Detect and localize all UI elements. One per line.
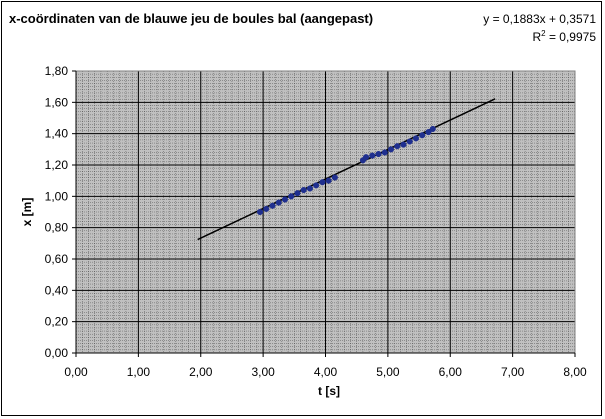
y-tick-label: 1,60 — [45, 95, 69, 109]
data-point — [387, 146, 395, 153]
r-squared-prefix: R — [532, 30, 541, 44]
data-point — [362, 154, 370, 161]
x-tick-label: 6,00 — [439, 365, 463, 379]
data-point — [288, 193, 295, 200]
x-tick-label: 3,00 — [251, 365, 275, 379]
y-tick-label: 0,80 — [45, 221, 69, 235]
r-squared-sup: 2 — [541, 29, 546, 38]
data-point — [412, 135, 419, 142]
trendline-equation: y = 0,1883x + 0,3571 — [483, 12, 596, 26]
x-tick-label: 0,00 — [64, 365, 88, 379]
data-point — [429, 125, 436, 133]
x-tick-label: 2,00 — [189, 365, 213, 379]
trendline — [197, 98, 496, 241]
y-tick-label: 0,00 — [45, 346, 69, 360]
chart-title: x-coördinaten van de blauwe jeu de boule… — [9, 11, 373, 26]
r-squared-value: = 0,9975 — [546, 30, 597, 44]
data-point — [331, 174, 338, 181]
r-squared-label: R2 = 0,9975 — [532, 29, 596, 44]
y-tick-label: 1,00 — [45, 189, 69, 203]
y-tick-label: 0,20 — [45, 315, 69, 329]
data-point — [425, 129, 432, 136]
x-axis-label: t [s] — [318, 384, 340, 398]
y-tick-label: 0,60 — [45, 252, 69, 266]
data-point — [369, 152, 376, 159]
y-tick-label: 0,40 — [45, 283, 69, 297]
data-point — [281, 196, 289, 203]
data-point — [406, 138, 413, 145]
data-point — [306, 185, 313, 192]
data-point — [381, 149, 388, 156]
y-tick-label: 1,80 — [45, 64, 69, 78]
data-point — [313, 182, 320, 189]
y-axis-label: x [m] — [20, 198, 34, 227]
data-point — [394, 143, 401, 150]
data-point — [263, 205, 270, 212]
data-point — [294, 190, 301, 197]
data-point — [300, 187, 307, 194]
y-tick-label: 1,20 — [45, 158, 69, 172]
data-point — [325, 177, 332, 184]
data-point — [419, 132, 426, 139]
x-tick-label: 5,00 — [376, 365, 400, 379]
x-tick-label: 1,00 — [127, 365, 151, 379]
y-tick-label: 1,40 — [45, 127, 69, 141]
x-tick-label: 7,00 — [501, 365, 525, 379]
data-point — [375, 150, 382, 158]
data-point — [400, 141, 407, 148]
data-point — [269, 202, 276, 209]
data-point — [256, 208, 264, 216]
x-tick-label: 8,00 — [563, 365, 587, 379]
x-tick-label: 4,00 — [314, 365, 338, 379]
data-point — [275, 199, 282, 206]
data-point — [319, 179, 326, 186]
